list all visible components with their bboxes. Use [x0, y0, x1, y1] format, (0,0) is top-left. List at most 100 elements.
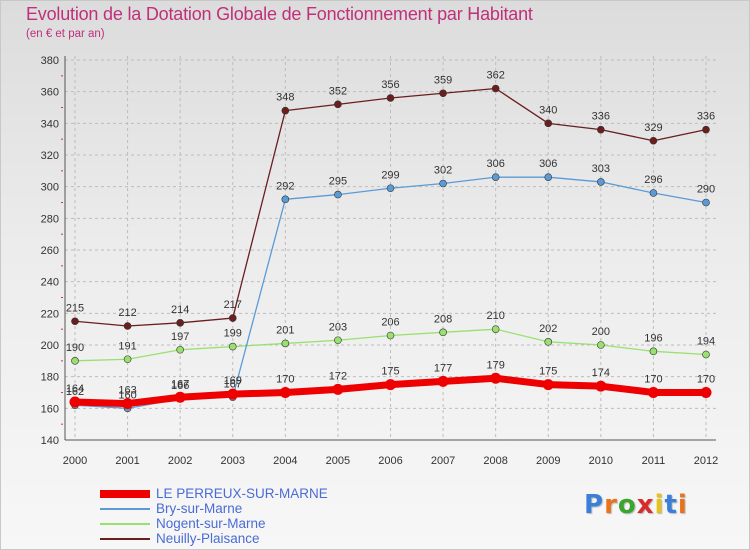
data-label: 170 [697, 374, 715, 386]
data-point [334, 190, 342, 199]
data-point [649, 136, 658, 145]
data-label: 292 [276, 180, 294, 192]
x-tick-label: 2009 [536, 455, 560, 467]
legend-label: Nogent-sur-Marne [156, 516, 266, 531]
data-label: 162 [66, 386, 84, 398]
x-tick-label: 2007 [431, 455, 455, 467]
data-point [595, 380, 607, 392]
logo-letter: t [664, 490, 678, 520]
data-label: 200 [592, 326, 610, 338]
data-point [227, 388, 239, 400]
logo-letter: P [584, 490, 605, 520]
data-point [69, 396, 81, 408]
data-point [334, 336, 342, 345]
data-point [123, 355, 132, 364]
legend-item: LE PERREUX-SUR-MARNE [100, 486, 360, 501]
x-tick-label: 2006 [378, 455, 402, 467]
data-label: 295 [329, 176, 347, 188]
data-label: 177 [434, 362, 452, 374]
legend-label: Neuilly-Plaisance [156, 531, 260, 546]
chart-subtitle: (en € et par an) [26, 28, 105, 40]
legend-swatch [100, 489, 150, 498]
data-point [71, 317, 79, 326]
data-label: 206 [381, 317, 399, 329]
data-point [386, 184, 395, 193]
data-label: 190 [66, 342, 84, 354]
data-label: 167 [224, 378, 242, 390]
data-point [439, 89, 447, 98]
logo-letter: o [617, 490, 637, 520]
data-point [281, 339, 290, 348]
data-point [544, 338, 553, 346]
x-tick-label: 2004 [273, 455, 297, 467]
data-point [700, 387, 712, 398]
data-label: 210 [486, 310, 504, 322]
data-label: 196 [644, 332, 662, 344]
data-label: 170 [644, 374, 662, 386]
data-point [385, 379, 396, 391]
data-point [544, 173, 553, 181]
data-point [647, 387, 659, 398]
data-label: 160 [118, 389, 136, 401]
data-label: 215 [66, 302, 84, 314]
y-tick-label: 240 [41, 277, 59, 289]
legend-swatch [100, 522, 150, 525]
data-label: 194 [697, 336, 715, 348]
y-tick-label: 380 [41, 55, 59, 67]
data-point [702, 198, 710, 207]
data-point [649, 347, 658, 356]
data-label: 336 [592, 111, 610, 123]
data-label: 303 [592, 163, 610, 175]
chart-title: Evolution de la Dotation Globale de Fonc… [26, 4, 533, 24]
legend: LE PERREUX-SUR-MARNE Bry-sur-Marne Nogent-… [100, 486, 360, 546]
data-point [281, 106, 290, 115]
y-tick-label: 160 [41, 403, 59, 415]
data-point [332, 383, 344, 395]
data-label: 212 [118, 307, 136, 319]
proxiti-logo: Proxiti [584, 490, 688, 520]
y-tick-label: 320 [41, 150, 59, 162]
y-tick-label: 360 [41, 87, 59, 99]
y-tick-label: 220 [41, 308, 59, 320]
data-point [702, 350, 710, 359]
data-point [491, 173, 500, 181]
x-tick-label: 2001 [115, 455, 139, 467]
x-tick-label: 2000 [63, 455, 87, 467]
data-label: 299 [381, 169, 399, 181]
data-point [439, 179, 447, 188]
data-point [649, 189, 658, 197]
data-point [490, 372, 502, 384]
data-point [597, 178, 605, 186]
data-label: 191 [118, 340, 136, 352]
data-label: 362 [486, 70, 504, 82]
data-label: 199 [224, 328, 242, 340]
x-tick-label: 2010 [589, 455, 613, 467]
data-label: 302 [434, 165, 452, 177]
data-point [439, 328, 447, 337]
legend-label: LE PERREUX-SUR-MARNE [156, 486, 328, 501]
y-tick-label: 280 [41, 213, 59, 225]
data-point [174, 391, 186, 403]
data-label: 306 [539, 158, 557, 170]
logo-letter: r [604, 490, 618, 520]
data-label: 352 [329, 85, 347, 97]
data-label: 174 [592, 367, 610, 379]
data-label: 336 [697, 111, 715, 123]
x-tick-label: 2011 [642, 455, 666, 467]
data-label: 175 [381, 366, 399, 378]
data-point [279, 387, 291, 398]
x-tick-label: 2008 [483, 455, 507, 467]
data-label: 167 [171, 378, 189, 390]
data-point [386, 331, 395, 340]
data-point [176, 345, 184, 354]
data-point [702, 125, 710, 134]
data-label: 170 [276, 374, 294, 386]
data-label: 306 [486, 158, 504, 170]
data-point [228, 314, 237, 322]
data-point [176, 319, 184, 327]
y-tick-label: 260 [41, 245, 59, 257]
legend-swatch [100, 507, 150, 510]
data-label: 163 [118, 385, 136, 397]
data-label: 169 [224, 375, 242, 387]
